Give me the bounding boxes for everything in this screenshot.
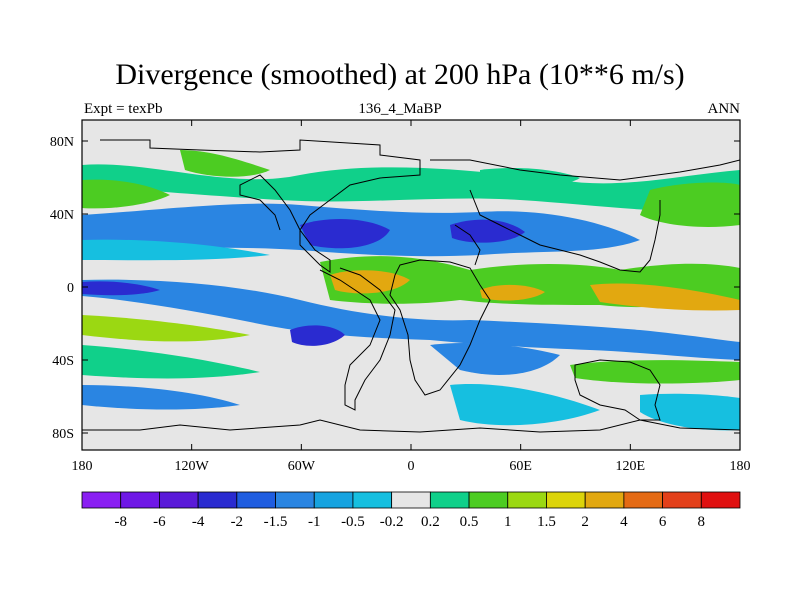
colorbar-label: 1: [504, 514, 512, 530]
field-equatorial-deep-blue-b: [290, 325, 345, 346]
colorbar-label: 0.2: [421, 514, 440, 530]
colorbar-swatch: [584, 491, 625, 509]
colorbar-swatch: [546, 491, 586, 509]
colorbar-swatch: [197, 491, 238, 509]
colorbar-swatch: [313, 491, 354, 509]
field-north-deep-blue-b: [450, 219, 525, 243]
field-south-blue-a: [430, 343, 560, 375]
colorbar-label: 4: [620, 514, 628, 530]
coastline-eurasia: [430, 159, 740, 273]
colorbar-label: 8: [698, 514, 706, 530]
colorbar-label: -8: [114, 514, 127, 530]
coastline-australia: [574, 359, 661, 421]
colorbar-swatch: [700, 491, 741, 509]
coastline-africa: [389, 259, 491, 396]
y-tick-label: 40S: [52, 354, 74, 369]
field-north-green-patch-east: [640, 182, 740, 227]
x-tick-label: 60W: [288, 459, 316, 474]
colorbar-label: 2: [581, 514, 589, 530]
field-arctic-green: [180, 150, 270, 177]
colorbar-label: -6: [153, 514, 166, 530]
map-title: Divergence (smoothed) at 200 hPa (10**6 …: [115, 58, 685, 91]
colorbar-swatch: [429, 491, 470, 509]
colorbar-label: 0.5: [460, 514, 479, 530]
colorbar-swatch: [159, 491, 199, 509]
x-tick-label: 60E: [509, 459, 532, 474]
colorbar-swatch: [507, 491, 547, 509]
y-tick-label: 80S: [52, 427, 74, 442]
colorbar-label: -4: [192, 514, 205, 530]
experiment-label: Expt = texPb: [84, 101, 163, 117]
colorbar-label: -1: [308, 514, 321, 530]
field-south-teal-band: [82, 345, 260, 379]
colorbar-label: -0.2: [380, 514, 404, 530]
field-equatorial-blue-band: [82, 279, 740, 360]
field-equatorial-orange-west: [330, 270, 410, 294]
divergence-field: [82, 120, 740, 450]
colorbar-label: -2: [231, 514, 244, 530]
coastline-antarctica: [82, 419, 740, 433]
x-tick-label: 120E: [616, 459, 646, 474]
y-tick-label: 0: [67, 281, 74, 296]
colorbar: -8 -6 -4 -2 -1.5 -1 -0.5 -0.2 0.2 0.5 1 1.5 2 4 6 8: [81, 491, 741, 530]
colorbar-swatch: [352, 491, 393, 509]
field-equatorial-orange-central: [480, 284, 545, 301]
field-south-light-blue-east: [640, 393, 740, 431]
colorbar-swatch: [120, 491, 160, 509]
x-tick-label: 180: [72, 459, 93, 474]
colorbar-label: -0.5: [341, 514, 365, 530]
field-arctic-teal: [480, 167, 580, 189]
colorbar-swatch: [662, 491, 702, 509]
colorbar-swatch: [81, 491, 122, 509]
field-south-yellow-green: [82, 315, 250, 342]
field-equatorial-orange-east: [590, 283, 740, 311]
x-tick-label: 0: [408, 459, 415, 474]
season-label: ANN: [707, 101, 741, 117]
field-north-deep-blue-a: [300, 218, 390, 249]
colorbar-swatch: [275, 491, 315, 509]
colorbar-label: 6: [659, 514, 667, 530]
x-tick-label: 180: [730, 459, 751, 474]
coastlines: [82, 139, 740, 433]
colorbar-swatch: [236, 491, 276, 509]
colorbar-label: -1.5: [264, 514, 288, 530]
y-tick-label: 40N: [50, 208, 74, 223]
colorbar-label: 1.5: [537, 514, 556, 530]
field-north-green-patch: [82, 179, 170, 209]
coastline-north-america: [100, 139, 421, 273]
colorbar-swatch: [468, 491, 509, 509]
field-south-light-blue: [450, 384, 600, 426]
x-tick-label: 120W: [175, 459, 210, 474]
field-north-teal-band: [82, 164, 740, 212]
field-north-light-blue: [82, 239, 270, 261]
colorbar-swatch: [623, 491, 663, 509]
field-south-green-east: [570, 360, 740, 384]
axes: 180 120W 60W 0 60E 120E 180 80N 40N 0 40S 80S: [50, 120, 751, 474]
colorbar-swatch: [391, 491, 431, 509]
field-south-blue-b: [82, 385, 240, 410]
y-tick-label: 80N: [50, 135, 74, 150]
coastline-south-america: [319, 267, 396, 411]
case-label: 136_4_MaBP: [358, 101, 442, 117]
field-equatorial-deep-blue-a: [82, 281, 160, 296]
